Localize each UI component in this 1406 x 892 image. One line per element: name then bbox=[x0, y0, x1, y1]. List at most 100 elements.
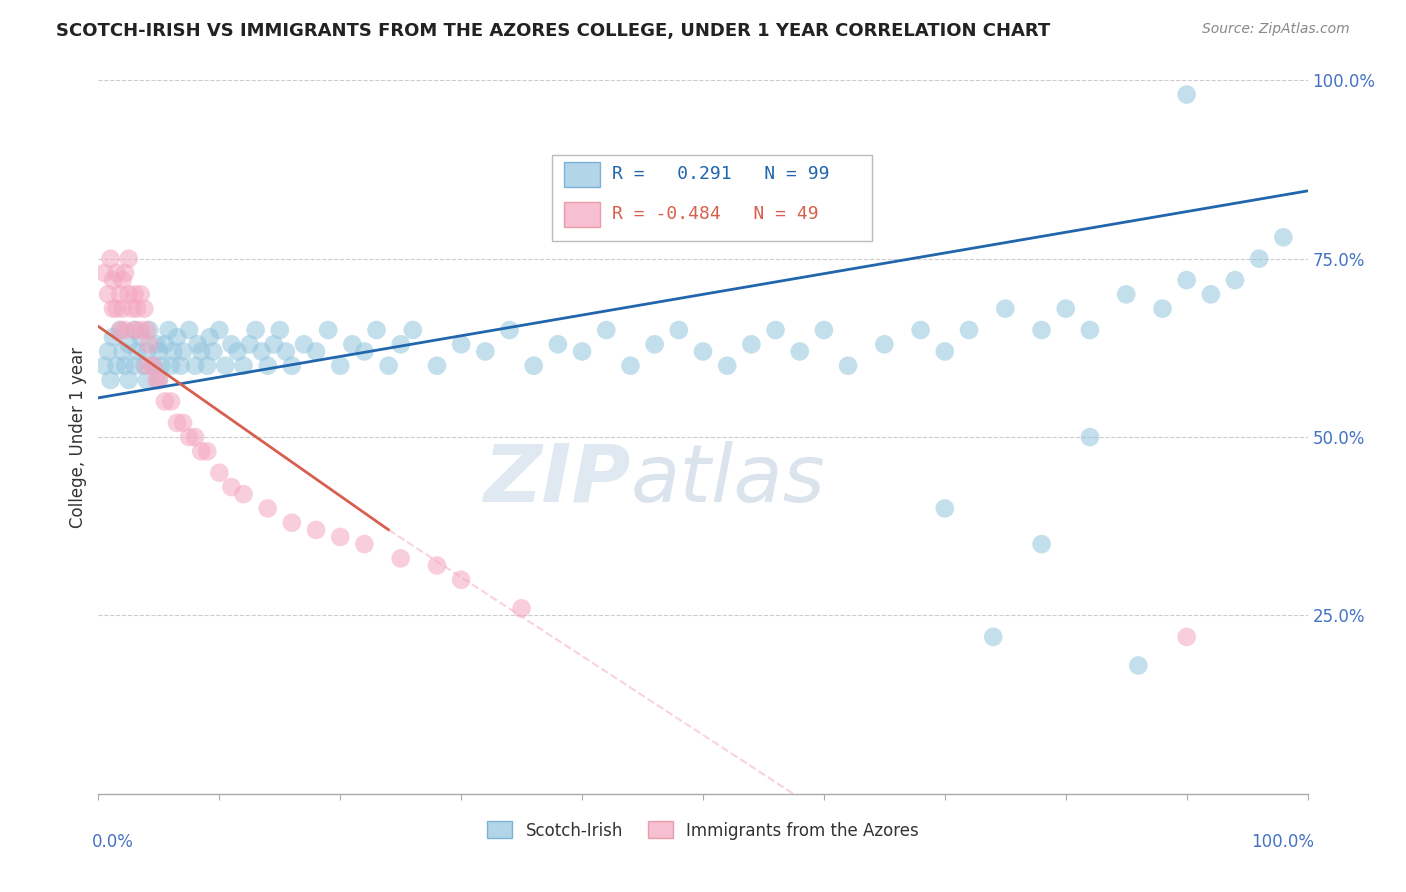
Point bbox=[100, 373, 122, 387]
Point bbox=[232, 487, 254, 501]
Point bbox=[101, 273, 124, 287]
Point bbox=[245, 323, 267, 337]
Text: R = -0.484   N = 49: R = -0.484 N = 49 bbox=[613, 205, 818, 223]
Point bbox=[232, 359, 254, 373]
Point bbox=[329, 359, 352, 373]
Point bbox=[166, 330, 188, 344]
FancyBboxPatch shape bbox=[564, 162, 600, 187]
Point bbox=[366, 323, 388, 337]
Point bbox=[162, 344, 184, 359]
Point bbox=[127, 344, 149, 359]
FancyBboxPatch shape bbox=[564, 202, 600, 227]
Point bbox=[169, 359, 191, 373]
Point bbox=[129, 330, 152, 344]
Point bbox=[1175, 273, 1198, 287]
Point bbox=[263, 337, 285, 351]
Point bbox=[135, 359, 157, 373]
Text: Source: ZipAtlas.com: Source: ZipAtlas.com bbox=[1202, 22, 1350, 37]
Point bbox=[153, 337, 176, 351]
Point bbox=[101, 330, 124, 344]
Point bbox=[1199, 287, 1222, 301]
Point bbox=[837, 359, 859, 373]
Point bbox=[138, 337, 160, 351]
Point bbox=[145, 337, 167, 351]
Point bbox=[108, 323, 131, 337]
Point bbox=[281, 359, 304, 373]
Point bbox=[668, 323, 690, 337]
Point bbox=[510, 601, 533, 615]
Point bbox=[1175, 87, 1198, 102]
Point bbox=[226, 344, 249, 359]
Point bbox=[389, 337, 412, 351]
Point bbox=[547, 337, 569, 351]
Point bbox=[269, 323, 291, 337]
Point bbox=[239, 337, 262, 351]
Point bbox=[1078, 430, 1101, 444]
Point bbox=[134, 301, 156, 316]
Point bbox=[111, 344, 134, 359]
Point bbox=[118, 252, 141, 266]
Point bbox=[142, 359, 165, 373]
Point bbox=[114, 359, 136, 373]
FancyBboxPatch shape bbox=[551, 155, 872, 241]
Point bbox=[190, 344, 212, 359]
Text: ZIP: ZIP bbox=[484, 441, 630, 519]
Point bbox=[644, 337, 666, 351]
Point bbox=[148, 373, 170, 387]
Point bbox=[221, 337, 243, 351]
Point bbox=[934, 501, 956, 516]
Point bbox=[1128, 658, 1150, 673]
Point bbox=[153, 394, 176, 409]
Point bbox=[105, 266, 128, 280]
Point bbox=[114, 323, 136, 337]
Point bbox=[316, 323, 339, 337]
Point bbox=[150, 359, 173, 373]
Point bbox=[184, 430, 207, 444]
Point bbox=[342, 337, 364, 351]
Point bbox=[195, 444, 218, 458]
Point bbox=[118, 287, 141, 301]
Point bbox=[172, 344, 194, 359]
Point bbox=[353, 344, 375, 359]
Point bbox=[305, 344, 328, 359]
Point bbox=[281, 516, 304, 530]
Y-axis label: College, Under 1 year: College, Under 1 year bbox=[69, 346, 87, 528]
Point bbox=[97, 344, 120, 359]
Point bbox=[1152, 301, 1174, 316]
Point bbox=[118, 337, 141, 351]
Point bbox=[148, 344, 170, 359]
Point bbox=[498, 323, 520, 337]
Point bbox=[402, 323, 425, 337]
Point bbox=[274, 344, 297, 359]
Point bbox=[93, 266, 115, 280]
Point bbox=[221, 480, 243, 494]
Point bbox=[124, 287, 146, 301]
Point bbox=[450, 573, 472, 587]
Point bbox=[108, 287, 131, 301]
Point bbox=[256, 359, 278, 373]
Text: 100.0%: 100.0% bbox=[1250, 833, 1313, 851]
Point bbox=[184, 359, 207, 373]
Point bbox=[135, 344, 157, 359]
Point bbox=[716, 359, 738, 373]
Point bbox=[160, 359, 183, 373]
Point bbox=[214, 359, 236, 373]
Point bbox=[692, 344, 714, 359]
Point bbox=[135, 323, 157, 337]
Point bbox=[157, 323, 180, 337]
Point bbox=[1031, 323, 1053, 337]
Point bbox=[145, 373, 167, 387]
Point bbox=[172, 416, 194, 430]
Point bbox=[124, 359, 146, 373]
Legend: Scotch-Irish, Immigrants from the Azores: Scotch-Irish, Immigrants from the Azores bbox=[481, 814, 925, 847]
Point bbox=[292, 337, 315, 351]
Point bbox=[329, 530, 352, 544]
Point bbox=[523, 359, 546, 373]
Text: R =   0.291   N = 99: R = 0.291 N = 99 bbox=[613, 166, 830, 184]
Point bbox=[105, 359, 128, 373]
Point bbox=[100, 252, 122, 266]
Point bbox=[118, 373, 141, 387]
Point bbox=[101, 301, 124, 316]
Point bbox=[124, 323, 146, 337]
Point bbox=[1115, 287, 1137, 301]
